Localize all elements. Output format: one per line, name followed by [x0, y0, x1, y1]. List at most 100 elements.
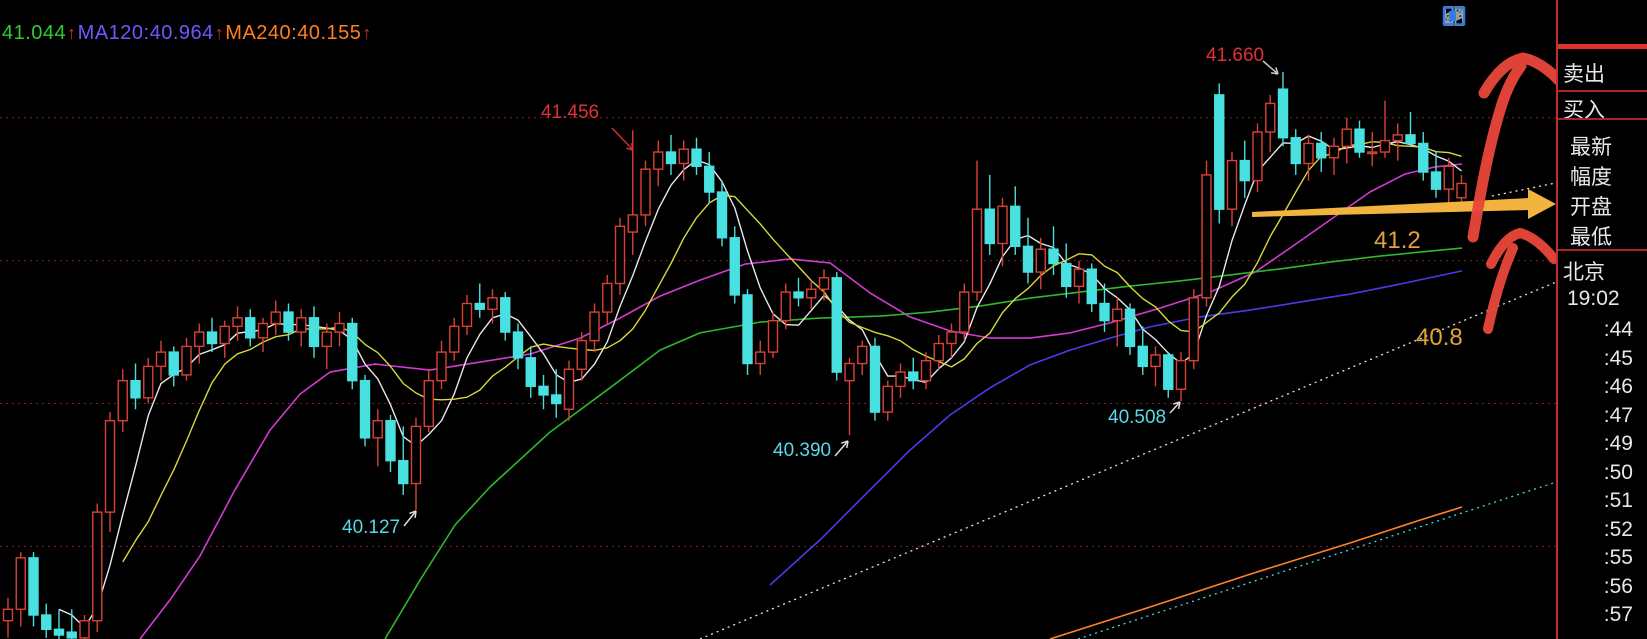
MA5-line [58, 135, 1462, 629]
ma-current-value: 41.044 [2, 22, 67, 44]
candle-down [665, 151, 677, 165]
candle-up [321, 331, 332, 348]
candle-up [181, 345, 192, 376]
candle-up [143, 365, 154, 399]
candle-down [398, 459, 409, 485]
candle-up [627, 214, 638, 233]
candle-down [742, 294, 753, 365]
candle-down [1048, 248, 1059, 265]
sell-button[interactable]: 卖出 [1563, 63, 1605, 86]
MA60-line [384, 247, 1463, 639]
panel-right-icon[interactable] [1442, 4, 1466, 28]
candle-down [1099, 302, 1110, 322]
candle-down [1354, 128, 1365, 153]
ma120-label: MA120:40.964 [77, 22, 214, 44]
minute-label: :50 [1603, 460, 1633, 484]
candle-up [602, 282, 613, 313]
candle-up [780, 291, 791, 322]
candle-up [219, 325, 230, 345]
candle-up [653, 151, 664, 170]
clock-label: 19:02 [1567, 287, 1620, 310]
candle-up [1226, 159, 1238, 210]
candle-down [1277, 88, 1289, 139]
candle-up [487, 297, 498, 310]
MA240-line [1049, 506, 1463, 639]
candle-down [525, 357, 536, 388]
sidebar-top-divider [1558, 44, 1647, 49]
price-annotation: 41.2 [1374, 227, 1421, 254]
annotation-arrow [611, 127, 634, 151]
up-arrow-icon: ↑ [67, 23, 77, 43]
candle-up [576, 339, 587, 370]
annotation-arrow [1262, 60, 1279, 75]
candle-up [563, 368, 575, 410]
candle-down [245, 317, 256, 339]
minute-label: :52 [1603, 517, 1633, 541]
candle-up [1392, 134, 1403, 142]
candle-up [104, 419, 116, 513]
candle-up [857, 345, 868, 365]
city-label: 北京 [1563, 261, 1605, 284]
minute-label: :57 [1603, 603, 1633, 626]
divider [1558, 90, 1647, 92]
candle-down [1214, 94, 1225, 210]
price-annotation: 41.660 [1206, 45, 1265, 66]
candle-down [1290, 137, 1301, 165]
annotation-arrowhead [1275, 67, 1279, 75]
annotation-arrowhead [841, 440, 849, 444]
candle-up [614, 225, 626, 285]
candle-up [1188, 297, 1199, 362]
candle-down [1022, 245, 1034, 273]
candle-down [512, 331, 524, 359]
price-annotation: 40.508 [1108, 407, 1167, 428]
annotation-arrowhead [630, 143, 634, 151]
candle-down [691, 148, 702, 168]
candle-up [79, 620, 90, 639]
candle-up [933, 342, 944, 362]
annotation-arrow [834, 440, 849, 457]
candle-up [589, 311, 600, 342]
candle-down [474, 302, 485, 310]
candle-down [359, 379, 371, 439]
candle-up [882, 385, 893, 413]
quote-label-range: 幅度 [1570, 166, 1612, 189]
candle-up [1303, 142, 1314, 165]
annotation-arrowhead [846, 440, 849, 449]
buy-button[interactable]: 买入 [1563, 99, 1605, 122]
candle-down [908, 371, 919, 382]
candle-up [767, 319, 779, 353]
candle-up [1201, 174, 1212, 299]
channel-mid-dotted-line [699, 281, 1557, 639]
channel-low-dotted-line [1077, 481, 1557, 639]
minute-label: :47 [1603, 403, 1633, 427]
candle-down [41, 614, 52, 631]
candle-up [449, 325, 460, 353]
MA10-line [122, 141, 1462, 563]
candle-up [1379, 139, 1391, 153]
candle-up [1112, 308, 1123, 322]
candle-down [1086, 268, 1097, 305]
candle-up [257, 322, 269, 339]
minute-label: :46 [1603, 375, 1633, 398]
candle-up [1328, 145, 1340, 159]
candle-up [436, 351, 447, 382]
quote-label-open: 开盘 [1570, 196, 1612, 219]
candle-down [347, 322, 358, 382]
annotation-arrowhead [1173, 401, 1181, 405]
candle-up [410, 425, 422, 485]
candle-down [1430, 171, 1442, 190]
ma-legend: 41.044↑MA120:40.964↑MA240:40.155↑ [2, 22, 373, 45]
candle-up [1443, 165, 1454, 190]
candle-down [551, 394, 562, 405]
candle-up [997, 205, 1008, 245]
candle-up [1252, 131, 1263, 182]
quote-sidebar: 卖出 买入 最新 幅度 开盘 最低 北京 19:02 :44:45:46:47:… [1556, 0, 1647, 639]
candle-up [1150, 354, 1161, 368]
candle-up [818, 277, 830, 290]
candle-down [1137, 345, 1148, 368]
candle-up [92, 511, 103, 622]
candle-up [1456, 182, 1467, 199]
candle-down [1163, 354, 1174, 390]
candle-up [155, 351, 167, 368]
